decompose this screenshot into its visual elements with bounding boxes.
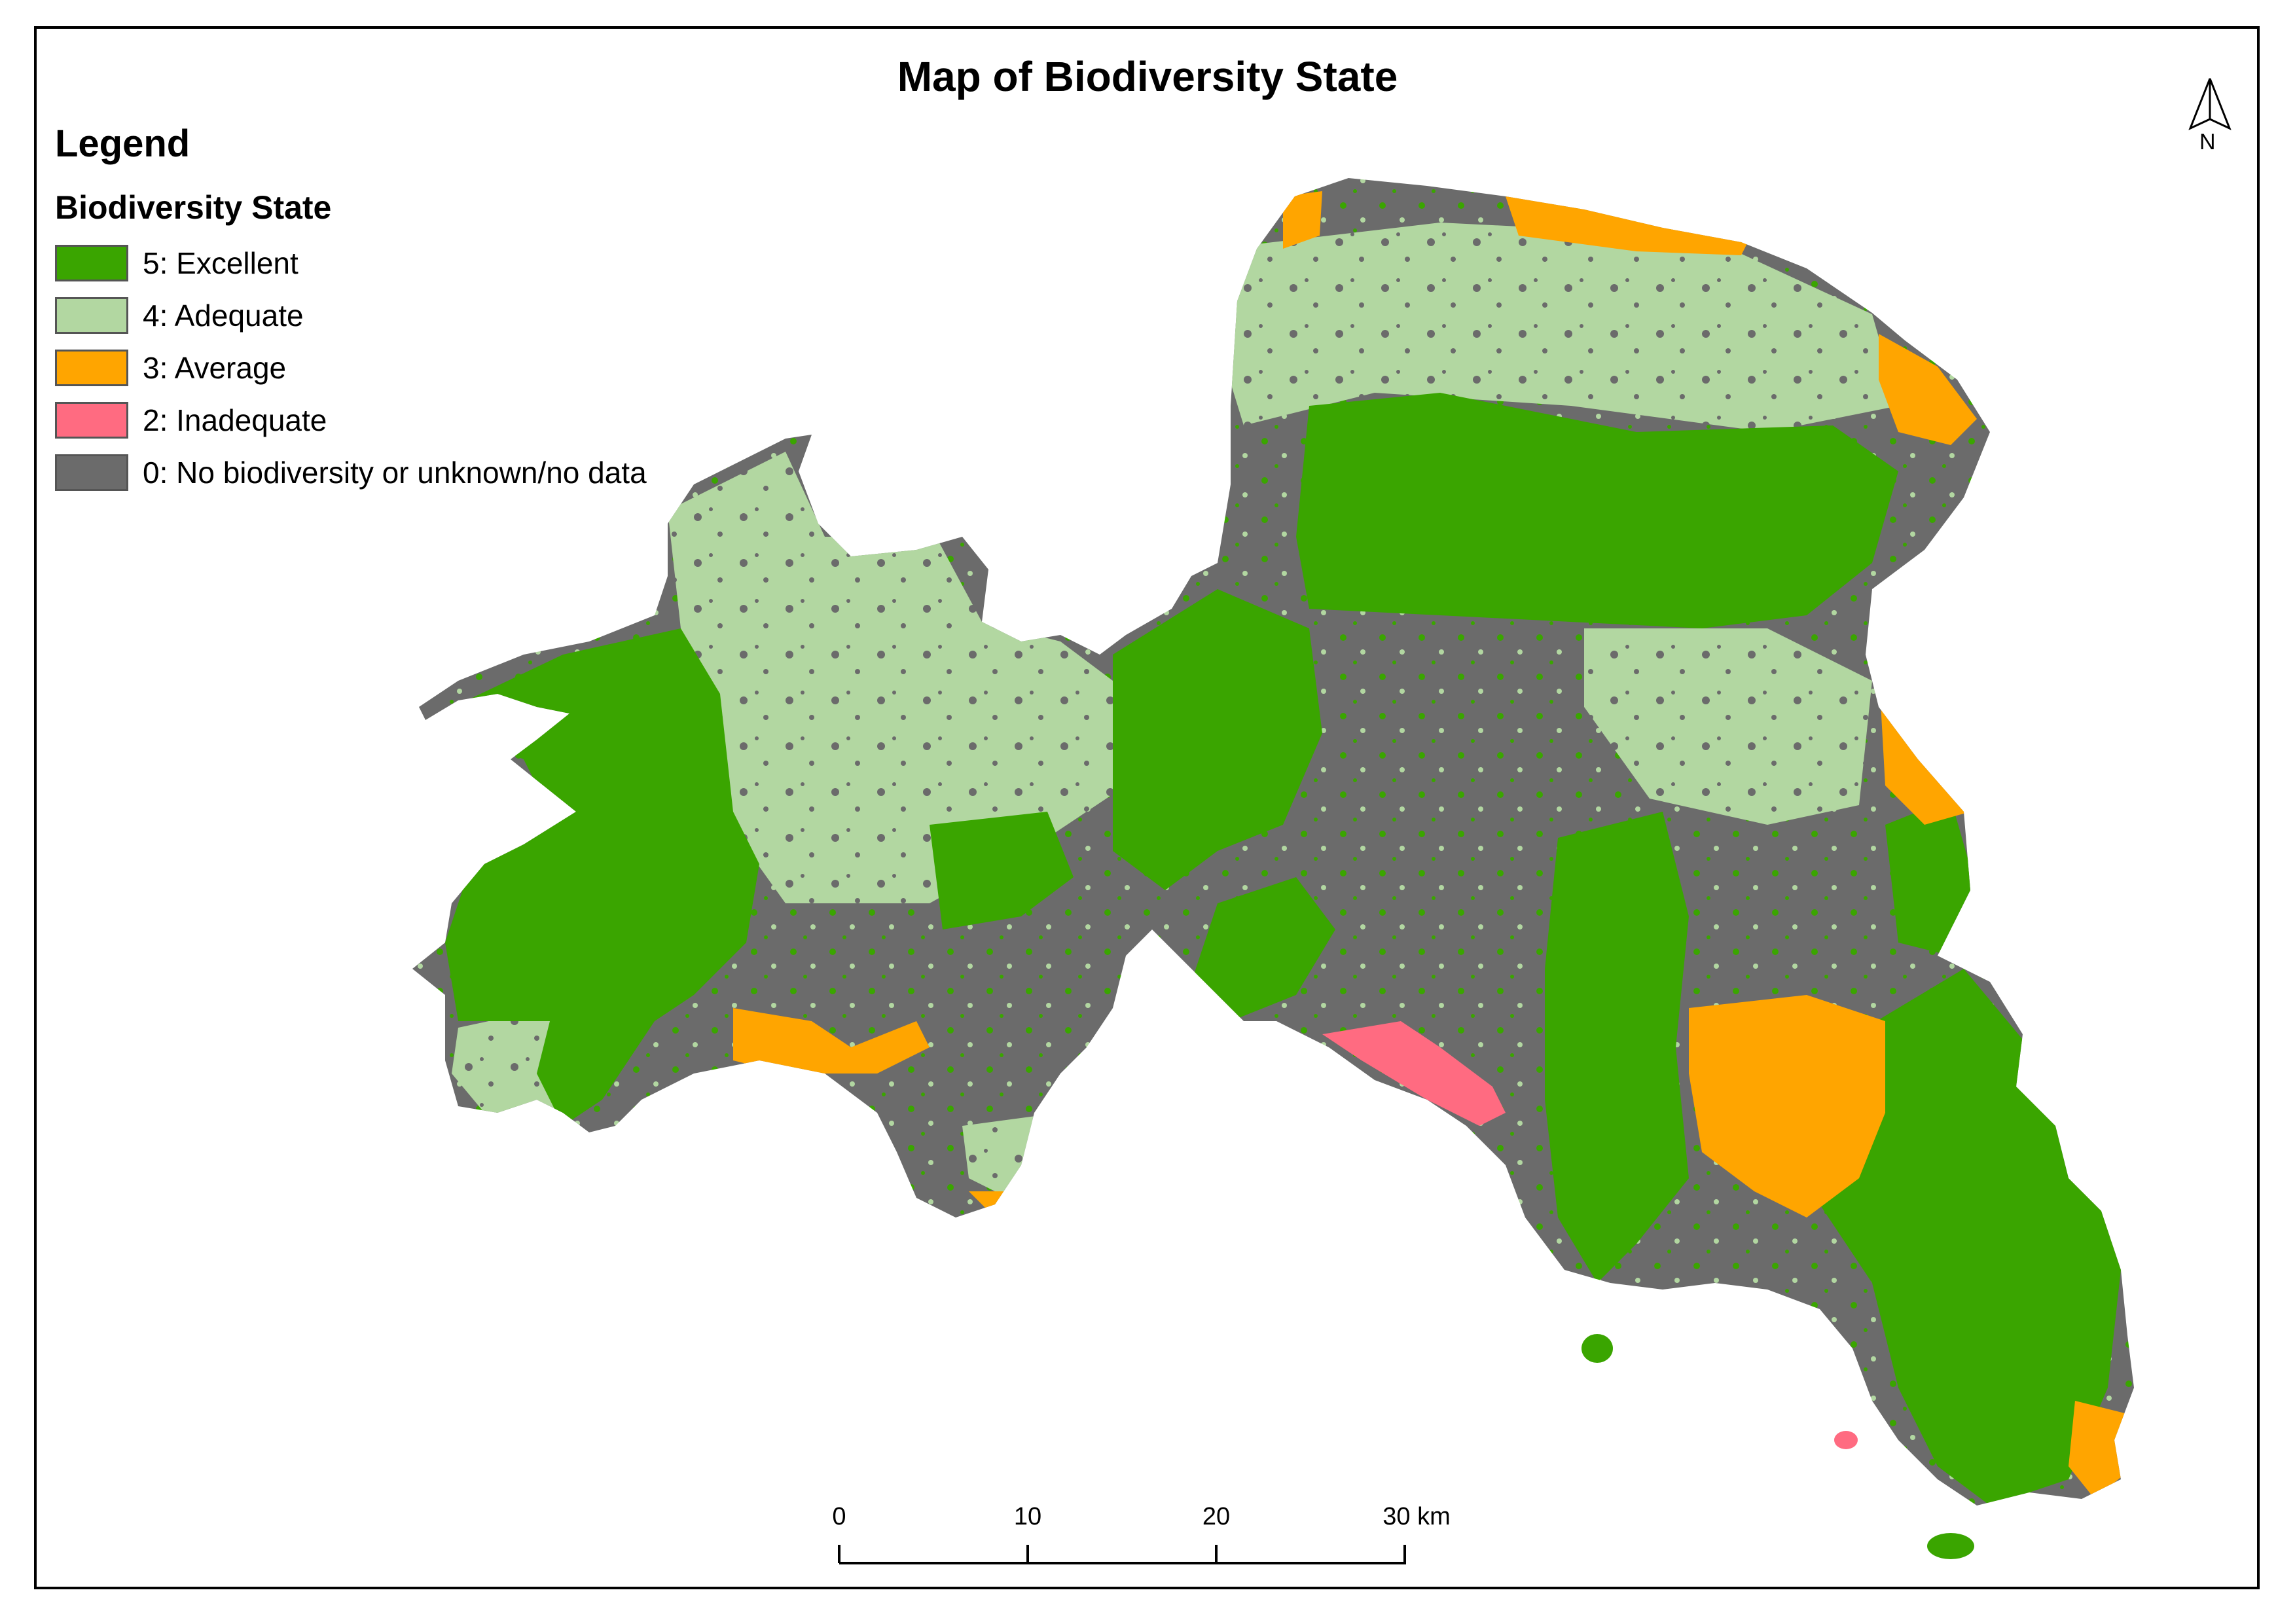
scale-label-30: 30 km — [1382, 1503, 1451, 1530]
legend-item-no-data: 0: No biodiversity or unknown/no data — [55, 452, 647, 494]
legend-swatch-average — [55, 350, 128, 386]
region-average-northwest-coast — [1283, 191, 1322, 249]
legend-label-excellent: 5: Excellent — [143, 246, 298, 280]
region-excellent-center-west — [1113, 589, 1322, 890]
region-excellent-bay-south — [930, 812, 1074, 929]
legend-label-inadequate: 2: Inadequate — [143, 403, 327, 437]
region-inadequate-coast — [1322, 1021, 1506, 1126]
region-excellent-central-south — [1545, 812, 1689, 1283]
offshore-islet-2 — [1927, 1533, 1974, 1559]
legend-item-excellent: 5: Excellent — [55, 242, 298, 284]
legend-label-average: 3: Average — [143, 351, 287, 385]
region-average-west-coast — [733, 1008, 930, 1074]
legend-item-adequate: 4: Adequate — [55, 295, 304, 336]
region-average-northeast — [1879, 334, 1977, 445]
legend-swatch-inadequate — [55, 402, 128, 439]
region-average-center-east — [1689, 995, 1885, 1218]
region-excellent-north-band — [1296, 393, 1898, 628]
legend-swatch-adequate — [55, 297, 128, 334]
region-adequate-east — [1584, 628, 1872, 825]
scale-label-10: 10 — [1013, 1503, 1042, 1530]
region-adequate-west — [668, 452, 1126, 903]
scale-label-20: 20 — [1202, 1503, 1231, 1530]
region-excellent-east-coast — [1885, 799, 1977, 956]
north-arrow-label: N — [2199, 130, 2216, 154]
scale-bar — [838, 1545, 1406, 1564]
north-arrow-icon — [2188, 78, 2232, 130]
offshore-islet-3 — [1834, 1431, 1858, 1449]
region-average-southeast — [2069, 1401, 2134, 1499]
legend-label-no-data: 0: No biodiversity or unknown/no data — [143, 456, 647, 490]
region-average-island-south — [969, 1191, 1074, 1231]
legend-swatch-no-data — [55, 454, 128, 491]
legend-label-adequate: 4: Adequate — [143, 298, 304, 333]
legend-item-average: 3: Average — [55, 347, 286, 389]
offshore-islet-1 — [1581, 1334, 1613, 1363]
region-excellent-center — [1191, 877, 1335, 1021]
legend-swatch-excellent — [55, 245, 128, 281]
map-title: Map of Biodiversity State — [897, 53, 1398, 100]
legend-heading: Legend — [55, 122, 190, 165]
scale-label-0: 0 — [832, 1503, 846, 1530]
legend-subheading: Biodiversity State — [55, 189, 332, 226]
region-average-north-coast — [1506, 196, 1754, 255]
region-adequate-north — [1218, 223, 1898, 432]
legend-item-inadequate: 2: Inadequate — [55, 399, 327, 441]
